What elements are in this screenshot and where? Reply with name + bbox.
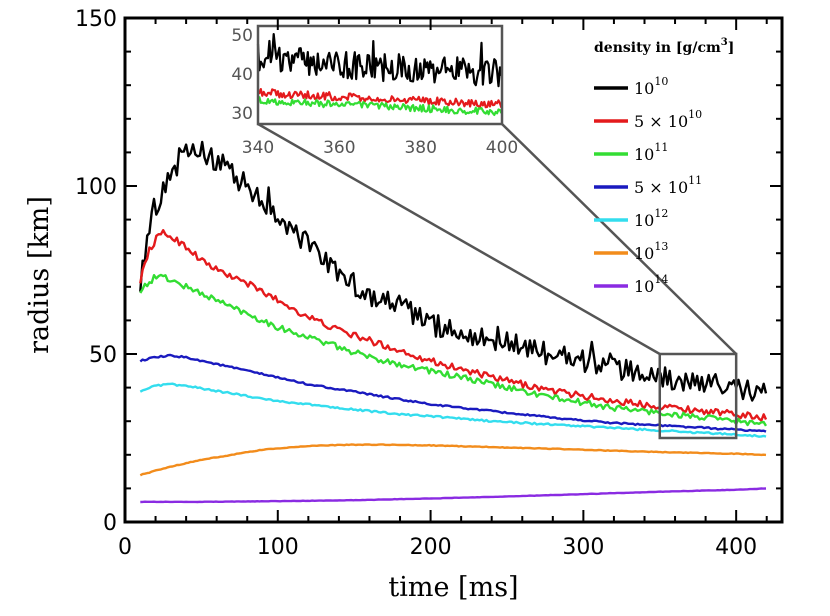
legend-title: density in [g/cm3] [594, 37, 734, 56]
series-line [139, 443, 767, 477]
inset-x-tick-label: 400 [486, 138, 518, 158]
series-line [139, 140, 768, 402]
x-tick-label: 400 [715, 535, 757, 560]
legend-label: 1014 [634, 273, 668, 296]
legend-title-main: density in [g/cm [594, 40, 721, 56]
y-tick-label: 100 [75, 175, 117, 200]
series-line [139, 382, 767, 438]
inset-series-line [257, 88, 503, 109]
legend: density in [g/cm3] 1010 5 × 1010 1011 5 × 1… [594, 37, 734, 296]
series-line [139, 353, 767, 433]
series-line [139, 273, 768, 427]
inset-plot: 30 40 50 340 360 380 400 [231, 24, 518, 158]
plot-frame [123, 16, 784, 524]
legend-label: 1010 [634, 75, 668, 98]
inset-y-tick-label: 50 [231, 26, 253, 46]
y-tick-label: 150 [75, 7, 117, 32]
main-plot-lines [139, 140, 768, 504]
zoom-connector-lines [257, 122, 738, 356]
x-tick-label: 300 [562, 535, 604, 560]
y-tick-label: 0 [103, 511, 117, 536]
inset-series-line [256, 33, 503, 88]
axis-ticks: 0 100 200 300 400 0 50 100 150 [75, 7, 782, 560]
x-axis-title: time [ms] [388, 572, 518, 603]
legend-title-tail: ] [728, 40, 735, 56]
connector-line [501, 123, 738, 355]
x-tick-label: 200 [410, 535, 452, 560]
x-tick-label: 0 [118, 535, 132, 560]
legend-label: 1012 [634, 207, 668, 230]
y-axis-title: radius [km] [24, 196, 55, 354]
legend-label: 5 × 1010 [634, 108, 702, 131]
inset-x-tick-label: 340 [242, 138, 274, 158]
series-line [140, 487, 767, 504]
inset-ticks: 30 40 50 340 360 380 400 [231, 26, 518, 158]
inset-x-tick-label: 360 [323, 138, 355, 158]
y-tick-label: 50 [89, 343, 117, 368]
x-tick-label: 100 [257, 535, 299, 560]
inset-y-tick-label: 30 [231, 104, 253, 124]
legend-label: 5 × 1011 [634, 174, 702, 197]
zoom-box [658, 352, 738, 440]
connector-line [257, 122, 661, 356]
inset-y-tick-label: 40 [231, 65, 253, 85]
series-line [139, 229, 768, 422]
legend-label: 1013 [634, 240, 668, 263]
inset-frame [256, 24, 504, 126]
inset-background [258, 26, 502, 124]
legend-label: 1011 [634, 141, 668, 164]
inset-lines [256, 33, 503, 116]
inset-x-tick-label: 380 [404, 138, 436, 158]
inset-series-line [256, 96, 503, 116]
legend-title-sup: 3 [721, 37, 728, 48]
